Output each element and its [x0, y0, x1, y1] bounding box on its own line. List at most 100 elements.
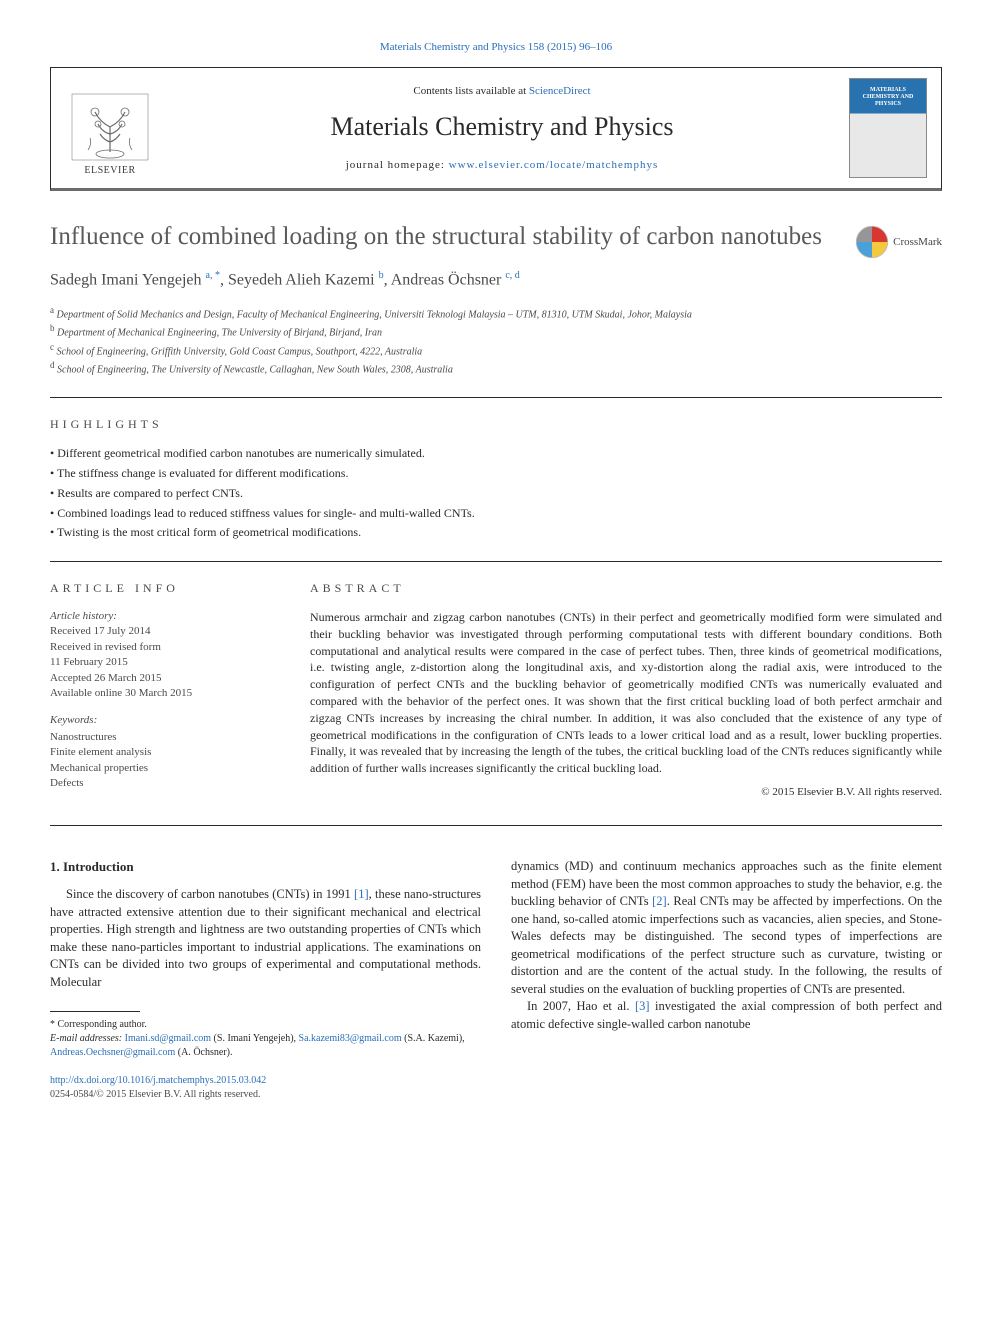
- article-title: Influence of combined loading on the str…: [50, 221, 837, 252]
- keyword: Finite element analysis: [50, 746, 151, 758]
- ref-2-link[interactable]: [2]: [652, 894, 667, 908]
- doi-link[interactable]: http://dx.doi.org/10.1016/j.matchemphys.…: [50, 1075, 266, 1086]
- crossmark-icon: [855, 225, 889, 259]
- affiliation-b: b Department of Mechanical Engineering, …: [50, 322, 942, 340]
- contents-line: Contents lists available at ScienceDirec…: [167, 84, 837, 99]
- keyword: Nanostructures: [50, 731, 117, 743]
- keyword: Mechanical properties: [50, 762, 148, 774]
- sep1: ,: [220, 272, 228, 289]
- history-line: Received 17 July 2014: [50, 625, 151, 637]
- publisher-name: ELSEVIER: [84, 164, 135, 178]
- cover-line1: MATERIALS: [870, 87, 906, 94]
- highlights-heading: HIGHLIGHTS: [50, 416, 942, 433]
- author-1: Sadegh Imani Yengejeh: [50, 272, 206, 289]
- abstract-text: Numerous armchair and zigzag carbon nano…: [310, 609, 942, 777]
- article-info-heading: ARTICLE INFO: [50, 580, 280, 597]
- email-line: E-mail addresses: Imani.sd@gmail.com (S.…: [50, 1032, 481, 1060]
- cover-line2: CHEMISTRY AND: [863, 94, 914, 101]
- intro-heading: 1. Introduction: [50, 858, 481, 876]
- highlight-item: The stiffness change is evaluated for di…: [50, 465, 942, 482]
- history-line: 11 February 2015: [50, 656, 128, 668]
- aff-text-a: Department of Solid Mechanics and Design…: [54, 309, 692, 320]
- journal-homepage-line: journal homepage: www.elsevier.com/locat…: [167, 158, 837, 173]
- email-label: E-mail addresses:: [50, 1033, 125, 1044]
- header-center: Contents lists available at ScienceDirec…: [155, 84, 849, 173]
- abstract-copyright: © 2015 Elsevier B.V. All rights reserved…: [310, 785, 942, 800]
- body-col-right: dynamics (MD) and continuum mechanics ap…: [511, 858, 942, 1102]
- highlights-section: HIGHLIGHTS Different geometrical modifie…: [50, 416, 942, 541]
- homepage-link[interactable]: www.elsevier.com/locate/matchemphys: [449, 159, 659, 171]
- author-3: Andreas Öchsner: [391, 272, 506, 289]
- highlight-item: Different geometrical modified carbon na…: [50, 445, 942, 462]
- col2-p1: dynamics (MD) and continuum mechanics ap…: [511, 858, 942, 1033]
- email-3-who: (A. Öchsner).: [175, 1047, 232, 1058]
- article-info-col: ARTICLE INFO Article history: Received 1…: [50, 580, 280, 803]
- info-abstract-row: ARTICLE INFO Article history: Received 1…: [50, 580, 942, 803]
- email-1[interactable]: Imani.sd@gmail.com: [125, 1033, 211, 1044]
- history-line: Accepted 26 March 2015: [50, 672, 162, 684]
- page: Materials Chemistry and Physics 158 (201…: [0, 0, 992, 1142]
- journal-cover-thumb: MATERIALS CHEMISTRY AND PHYSICS: [849, 78, 927, 178]
- history-line: Available online 30 March 2015: [50, 687, 192, 699]
- intro-text-a: Since the discovery of carbon nanotubes …: [66, 887, 354, 901]
- journal-name: Materials Chemistry and Physics: [167, 109, 837, 145]
- col2-text-b: . Real CNTs may be affected by imperfect…: [511, 894, 942, 996]
- cover-line3: PHYSICS: [875, 101, 901, 108]
- intro-text-b: , these nano-structures have attracted e…: [50, 887, 481, 989]
- top-citation-link: Materials Chemistry and Physics 158 (201…: [50, 40, 942, 55]
- body-col-left: 1. Introduction Since the discovery of c…: [50, 858, 481, 1102]
- rule: [50, 397, 942, 398]
- keywords-block: Keywords: Nanostructures Finite element …: [50, 713, 280, 791]
- ref-3-link[interactable]: [3]: [635, 999, 650, 1013]
- affiliation-c: c School of Engineering, Griffith Univer…: [50, 341, 942, 359]
- email-2-who: (S.A. Kazemi),: [402, 1033, 465, 1044]
- authors: Sadegh Imani Yengejeh a, *, Seyedeh Alie…: [50, 269, 942, 292]
- history-block: Article history: Received 17 July 2014 R…: [50, 609, 280, 701]
- homepage-prefix: journal homepage:: [346, 159, 449, 171]
- abstract-col: ABSTRACT Numerous armchair and zigzag ca…: [310, 580, 942, 803]
- email-1-who: (S. Imani Yengejeh),: [211, 1033, 299, 1044]
- article-header: Influence of combined loading on the str…: [50, 221, 942, 259]
- elsevier-tree-icon: [70, 92, 150, 162]
- sep2: ,: [384, 272, 391, 289]
- keyword: Defects: [50, 777, 84, 789]
- author-1-aff: a, *: [206, 270, 220, 281]
- author-2: Seyedeh Alieh Kazemi: [228, 272, 379, 289]
- affiliations: a Department of Solid Mechanics and Desi…: [50, 304, 942, 377]
- citation-link[interactable]: Materials Chemistry and Physics 158 (201…: [380, 41, 612, 53]
- journal-header: ELSEVIER Contents lists available at Sci…: [50, 67, 942, 191]
- abstract-heading: ABSTRACT: [310, 580, 942, 597]
- affiliation-d: d School of Engineering, The University …: [50, 359, 942, 377]
- affiliation-a: a Department of Solid Mechanics and Desi…: [50, 304, 942, 322]
- highlights-list: Different geometrical modified carbon na…: [50, 445, 942, 541]
- article-info-block: Article history: Received 17 July 2014 R…: [50, 609, 280, 791]
- rule: [50, 561, 942, 562]
- intro-p1: Since the discovery of carbon nanotubes …: [50, 886, 481, 991]
- email-2[interactable]: Sa.kazemi83@gmail.com: [299, 1033, 402, 1044]
- sciencedirect-link[interactable]: ScienceDirect: [529, 85, 591, 97]
- col2-p2-a: In 2007, Hao et al.: [527, 999, 635, 1013]
- ref-1-link[interactable]: [1]: [354, 887, 369, 901]
- highlight-item: Twisting is the most critical form of ge…: [50, 524, 942, 541]
- elsevier-logo: ELSEVIER: [65, 78, 155, 178]
- crossmark-badge[interactable]: CrossMark: [855, 225, 942, 259]
- history-line: Received in revised form: [50, 641, 161, 653]
- history-label: Article history:: [50, 610, 117, 622]
- footnotes: * Corresponding author. E-mail addresses…: [50, 1018, 481, 1060]
- corr-author-note: * Corresponding author.: [50, 1018, 481, 1032]
- doi-copyright: 0254-0584/© 2015 Elsevier B.V. All right…: [50, 1088, 481, 1102]
- email-3[interactable]: Andreas.Oechsner@gmail.com: [50, 1047, 175, 1058]
- rule: [50, 825, 942, 826]
- contents-prefix: Contents lists available at: [413, 85, 528, 97]
- aff-text-d: School of Engineering, The University of…: [55, 364, 453, 375]
- author-3-aff: c, d: [505, 270, 519, 281]
- aff-text-c: School of Engineering, Griffith Universi…: [54, 346, 422, 357]
- body-columns: 1. Introduction Since the discovery of c…: [50, 858, 942, 1102]
- doi-block: http://dx.doi.org/10.1016/j.matchemphys.…: [50, 1074, 481, 1102]
- keywords-label: Keywords:: [50, 713, 280, 728]
- highlight-item: Results are compared to perfect CNTs.: [50, 485, 942, 502]
- highlight-item: Combined loadings lead to reduced stiffn…: [50, 505, 942, 522]
- aff-text-b: Department of Mechanical Engineering, Th…: [55, 328, 382, 339]
- crossmark-label: CrossMark: [893, 235, 942, 250]
- footnote-rule: [50, 1011, 140, 1012]
